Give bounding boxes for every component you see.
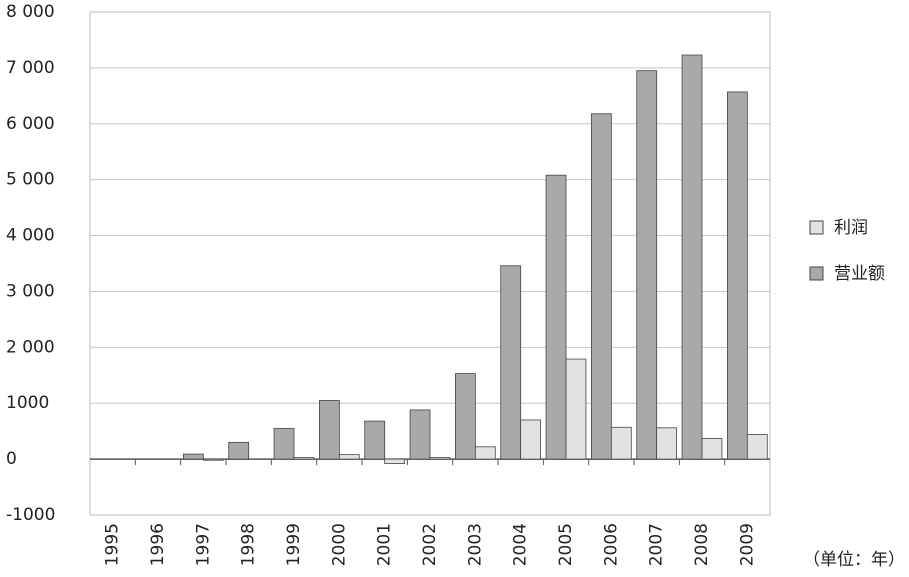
bar	[293, 457, 315, 460]
bar	[228, 441, 250, 460]
y-tick-label: 8 000	[6, 2, 55, 22]
unit-note: （单位：年）	[803, 550, 905, 570]
bar	[565, 358, 587, 460]
bar	[636, 70, 658, 460]
bar	[746, 434, 768, 460]
x-tick-label: 1997	[193, 523, 213, 566]
x-tick-label: 1995	[103, 523, 123, 566]
bar	[545, 174, 567, 460]
y-tick-label: 2 000	[6, 337, 55, 357]
y-tick-label: 7 000	[6, 58, 55, 78]
legend-label: 利润	[834, 218, 868, 238]
bar	[590, 113, 612, 460]
y-tick-label: 4 000	[6, 226, 55, 246]
bar	[500, 265, 522, 460]
x-tick-label: 2008	[692, 523, 712, 566]
bar	[610, 426, 632, 460]
bar	[454, 373, 476, 460]
x-tick-label: 2004	[511, 523, 531, 566]
bar	[273, 427, 295, 460]
x-tick-label: 2003	[465, 523, 485, 566]
bar	[701, 438, 723, 460]
x-tick-label: 2009	[737, 523, 757, 566]
bar	[726, 91, 748, 460]
y-tick-label: 1000	[6, 393, 49, 413]
bar	[202, 458, 224, 461]
bar	[656, 427, 678, 460]
bar	[364, 420, 386, 460]
bar	[182, 453, 204, 460]
x-tick-label: 2007	[647, 523, 667, 566]
x-tick-label: 2001	[375, 523, 395, 566]
x-tick-label: 1996	[148, 523, 168, 566]
bar	[338, 454, 360, 460]
y-tick-label: 6 000	[6, 114, 55, 134]
bar	[429, 457, 451, 460]
bar	[520, 419, 542, 460]
y-tick-label: 5 000	[6, 170, 55, 190]
x-tick-label: 1999	[284, 523, 304, 566]
x-tick-label: 2000	[329, 523, 349, 566]
bar	[318, 400, 340, 460]
plot-border	[89, 11, 771, 516]
legend-swatch	[809, 220, 824, 235]
bar	[409, 409, 431, 460]
x-tick-label: 2005	[556, 523, 576, 566]
bar	[681, 54, 703, 460]
y-tick-label: -1000	[6, 505, 55, 525]
x-tick-label: 2002	[420, 523, 440, 566]
x-tick-label: 2006	[601, 523, 621, 566]
bar	[474, 446, 496, 460]
bar	[384, 458, 406, 464]
y-tick-label: 3 000	[6, 281, 55, 301]
legend-swatch	[809, 266, 824, 281]
y-tick-label: 0	[6, 449, 17, 469]
legend-label: 营业额	[834, 264, 885, 284]
x-tick-label: 1998	[239, 523, 259, 566]
